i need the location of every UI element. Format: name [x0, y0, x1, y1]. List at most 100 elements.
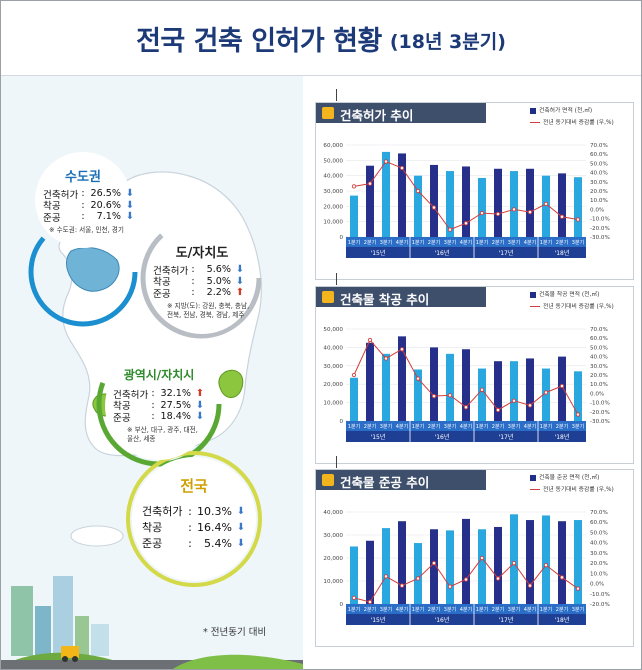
folder-icon [322, 474, 334, 486]
national-title: 전국 [180, 477, 208, 495]
rate-point [511, 560, 517, 566]
stat-value: 5.0% [206, 275, 231, 287]
x-tick-label: 3분기 [444, 423, 456, 430]
province-bubble: 도/자치도 건축허가:5.6% ⬇ 착공:5.0% ⬇ 준공:2.2% ⬆ ※ 지방(도)… [149, 228, 255, 334]
category-band [346, 421, 586, 431]
y-tick-label: 30,000 [323, 364, 343, 370]
year-label: '18년 [555, 433, 570, 441]
y2-tick-label: 60.0% [590, 152, 608, 158]
year-label: '15년 [371, 433, 386, 441]
y-tick-label: 10,000 [323, 579, 343, 585]
stat-row: 준공:7.1% ⬇ [43, 211, 135, 224]
y2-tick-label: 20.0% [590, 561, 608, 567]
x-tick-label: 1분기 [412, 239, 424, 246]
folder-icon [322, 291, 334, 303]
national-bubble: 전국 건축허가:10.3% ⬇ 착공:16.4% ⬇ 준공:5.4% ⬇ [132, 457, 256, 581]
province-title: 도/자치도 [175, 246, 229, 261]
stat-row: 착공:16.4% ⬇ [142, 520, 246, 535]
y2-tick-label: 0.0% [590, 582, 604, 588]
bar [398, 521, 406, 604]
stat-value: 16.4% [197, 520, 232, 534]
year-label: '18년 [555, 616, 570, 624]
x-tick-label: 4분기 [396, 423, 408, 430]
stat-row: 착공:5.0% ⬇ [153, 275, 245, 289]
completion-chart: 0 10,000 20,000 30,000 40,000 -20.0% -10.0% 0.0… [323, 510, 610, 625]
chart-title: 건축물 착공 추이 [340, 292, 430, 307]
chart-title: 건축허가 추이 [340, 108, 414, 123]
stat-row: 준공:18.4% ⬇ [113, 411, 205, 424]
y2-tick-label: 10.0% [590, 198, 608, 204]
bar [350, 546, 358, 604]
rate-point [575, 412, 581, 417]
bar [526, 358, 534, 421]
stat-row: 준공:2.2% ⬆ [153, 287, 245, 300]
bar [462, 518, 470, 604]
bar [510, 361, 518, 421]
arrow-up-icon: ⬆ [235, 287, 245, 299]
year-label: '17년 [499, 616, 514, 624]
y2-tick-label: 30.0% [590, 364, 608, 370]
bar [350, 195, 358, 237]
bar [446, 353, 454, 421]
permit-chart-tab: 건축허가 추이 [316, 103, 486, 123]
x-tick-label: 1분기 [348, 423, 360, 430]
x-tick-label: 2분기 [364, 239, 376, 246]
arrow-down-icon: ⬇ [195, 399, 205, 411]
stat-value: 32.1% [160, 388, 191, 400]
bar [398, 153, 406, 237]
y-tick-label: 40,000 [323, 174, 343, 180]
x-tick-label: 4분기 [460, 606, 472, 613]
x-tick-label: 3분기 [444, 239, 456, 246]
x-tick-label: 3분기 [508, 239, 520, 246]
bar [462, 166, 470, 237]
y-tick-label: 0 [339, 419, 343, 425]
y2-tick-label: 50.0% [590, 530, 608, 536]
stat-label: 준공 [142, 537, 163, 550]
year-label: '16년 [435, 249, 450, 257]
year-band [346, 431, 586, 442]
bar [366, 165, 374, 237]
x-tick-label: 1분기 [412, 423, 424, 430]
rate-point [495, 576, 501, 581]
rate-point [575, 217, 581, 222]
rate-point [383, 356, 389, 361]
arrow-down-icon: ⬇ [236, 505, 246, 517]
x-tick-label: 3분기 [572, 423, 584, 430]
rate-point [447, 227, 453, 232]
capital-region-title: 수도권 [65, 170, 101, 185]
y2-tick-label: -20.0% [590, 410, 610, 416]
rate-point [367, 599, 373, 605]
y2-tick-label: -20.0% [590, 226, 610, 232]
x-tick-label: 1분기 [412, 606, 424, 613]
bar [542, 175, 550, 237]
bar [494, 526, 502, 604]
stat-row: 착공:27.5% ⬇ [113, 399, 205, 413]
start-chart-tab: 건축물 착공 추이 [316, 287, 486, 307]
metro-note: ※ 부산, 대구, 광주, 대전, 울산, 세종 [127, 426, 198, 443]
x-tick-label: 3분기 [572, 239, 584, 246]
rate-point [559, 575, 565, 580]
metro-area-1 [218, 369, 244, 398]
rate-point [383, 574, 389, 579]
rate-point [351, 184, 357, 189]
bar [558, 173, 566, 237]
x-tick-label: 3분기 [380, 606, 392, 613]
bar [446, 530, 454, 604]
rate-point [399, 165, 405, 171]
rate-point [431, 560, 437, 566]
y-tick-label: 10,000 [323, 401, 343, 407]
x-tick-label: 1분기 [540, 239, 552, 246]
stat-row: 건축허가:32.1% ⬆ [113, 388, 205, 401]
rate-point [367, 337, 373, 343]
year-label: '16년 [435, 616, 450, 624]
bar [430, 529, 438, 604]
stat-label: 건축허가 [153, 265, 189, 277]
rate-point [527, 403, 533, 408]
rate-point [367, 181, 373, 186]
y2-tick-label: 40.0% [590, 171, 608, 177]
y2-tick-label: 20.0% [590, 373, 608, 379]
rate-point [559, 383, 565, 389]
y2-tick-label: 70.0% [590, 327, 608, 333]
bar [462, 349, 470, 421]
y-tick-label: 40,000 [323, 345, 343, 351]
